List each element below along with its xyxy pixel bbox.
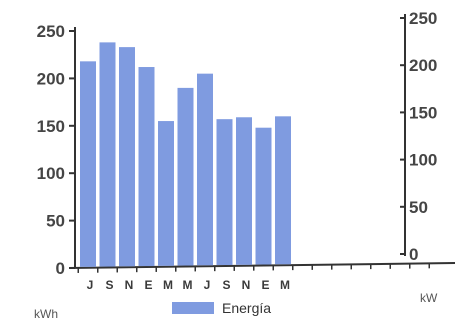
right-tick-label: 250 bbox=[409, 9, 437, 28]
right-tick-label: 0 bbox=[409, 245, 418, 264]
right-tick-label: 50 bbox=[409, 198, 428, 217]
bar bbox=[80, 61, 96, 267]
left-y-axis: 0 50 100 150 200 250 bbox=[37, 22, 76, 278]
x-tick-label: J bbox=[204, 278, 211, 292]
bar bbox=[216, 119, 233, 266]
x-tick-label: S bbox=[222, 278, 230, 292]
bar bbox=[138, 67, 155, 267]
right-unit-label: kW bbox=[420, 291, 438, 305]
right-tick-label: 100 bbox=[409, 151, 437, 170]
legend-label: Energía bbox=[222, 300, 271, 316]
left-tick-label: 200 bbox=[37, 69, 65, 88]
bar-series bbox=[80, 42, 291, 267]
bar bbox=[99, 42, 116, 267]
right-tick-label: 150 bbox=[409, 103, 437, 122]
x-tick-label: M bbox=[280, 278, 290, 292]
x-tick-label: E bbox=[144, 278, 152, 292]
x-tick-label: M bbox=[163, 278, 173, 292]
right-tick-label: 200 bbox=[409, 56, 437, 75]
x-tick-label: S bbox=[105, 278, 113, 292]
bar bbox=[119, 47, 135, 267]
legend: Energía bbox=[172, 300, 271, 316]
x-tick-label: N bbox=[242, 278, 251, 292]
right-y-axis: 0 50 100 150 200 250 bbox=[400, 9, 437, 264]
bar bbox=[255, 127, 272, 265]
x-axis-line bbox=[68, 262, 456, 269]
x-tick-label: J bbox=[87, 278, 94, 292]
bar bbox=[177, 87, 194, 266]
left-tick-label: 250 bbox=[37, 22, 65, 41]
bar bbox=[275, 116, 291, 265]
left-tick-label: 150 bbox=[37, 117, 65, 136]
x-tick-label: E bbox=[261, 278, 269, 292]
left-unit-label: kWh bbox=[34, 307, 58, 321]
bar bbox=[158, 121, 174, 266]
legend-swatch bbox=[172, 302, 214, 314]
x-tick-label: M bbox=[183, 278, 193, 292]
bar bbox=[197, 73, 213, 266]
bar bbox=[236, 117, 252, 265]
left-tick-label: 50 bbox=[46, 212, 65, 231]
left-tick-label: 0 bbox=[56, 259, 65, 278]
left-tick-label: 100 bbox=[37, 164, 65, 183]
x-tick-label: N bbox=[125, 278, 134, 292]
